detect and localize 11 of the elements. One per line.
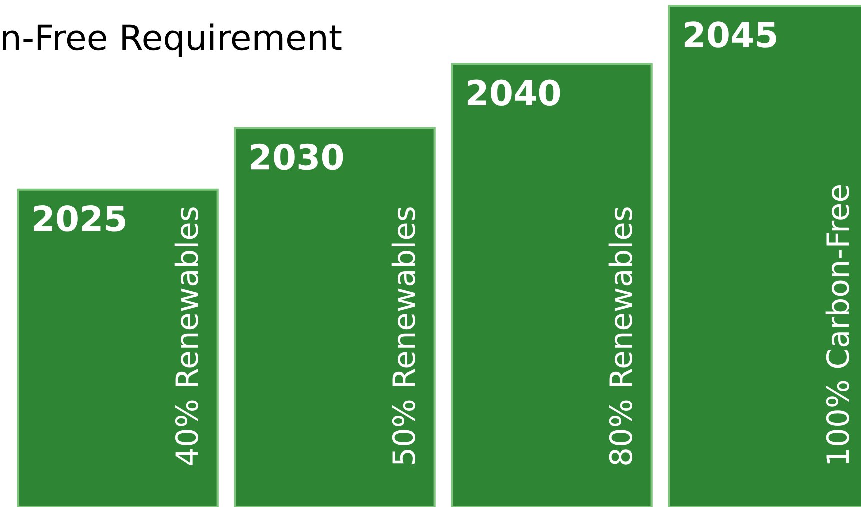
bar xyxy=(17,188,219,507)
annotation: 80% Renewables xyxy=(608,208,632,465)
annotation: 50% Renewables xyxy=(392,208,416,465)
x-tick-label: 2030 xyxy=(250,144,344,170)
x-tick-label: 2025 xyxy=(34,206,126,232)
bar xyxy=(234,127,436,507)
annotation: 100% Carbon-Free xyxy=(826,186,850,464)
chart-title: n-Free Requirement xyxy=(3,24,342,58)
x-tick-label: 2045 xyxy=(684,22,776,48)
annotation: 40% Renewables xyxy=(174,208,199,466)
x-tick-label: 2040 xyxy=(468,80,560,106)
